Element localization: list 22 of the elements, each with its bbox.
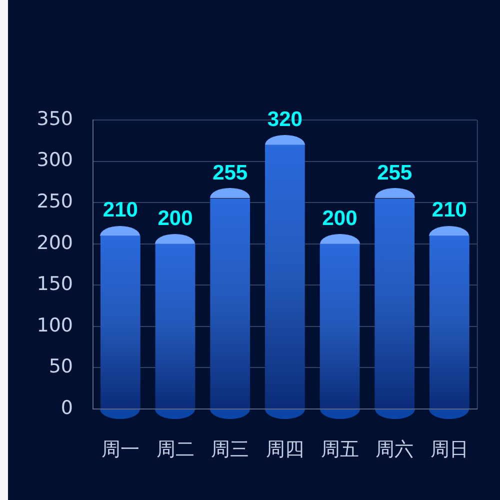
- data-label: 200: [322, 206, 358, 230]
- y-tick-label: 150: [36, 273, 73, 296]
- x-tick-label: 周四: [266, 438, 304, 460]
- x-tick-label: 周二: [156, 438, 194, 460]
- data-label: 200: [158, 206, 193, 230]
- data-label: 210: [102, 198, 138, 222]
- y-tick-label: 0: [60, 396, 73, 419]
- data-label: 255: [377, 161, 412, 184]
- y-tick-label: 250: [36, 190, 73, 213]
- x-tick-label: 周三: [211, 438, 250, 460]
- data-label: 210: [432, 198, 467, 222]
- data-label: 255: [212, 161, 248, 184]
- y-tick-label: 200: [36, 232, 73, 254]
- y-tick-label: 350: [36, 108, 73, 130]
- x-tick-label: 周一: [101, 438, 140, 460]
- y-tick-label: 100: [36, 314, 73, 336]
- y-tick-label: 50: [48, 356, 73, 378]
- x-tick-label: 周日: [430, 438, 468, 460]
- x-tick-label: 周六: [376, 438, 414, 460]
- data-label: 320: [267, 108, 302, 131]
- x-tick-label: 周五: [320, 438, 359, 460]
- y-tick-label: 300: [36, 149, 73, 172]
